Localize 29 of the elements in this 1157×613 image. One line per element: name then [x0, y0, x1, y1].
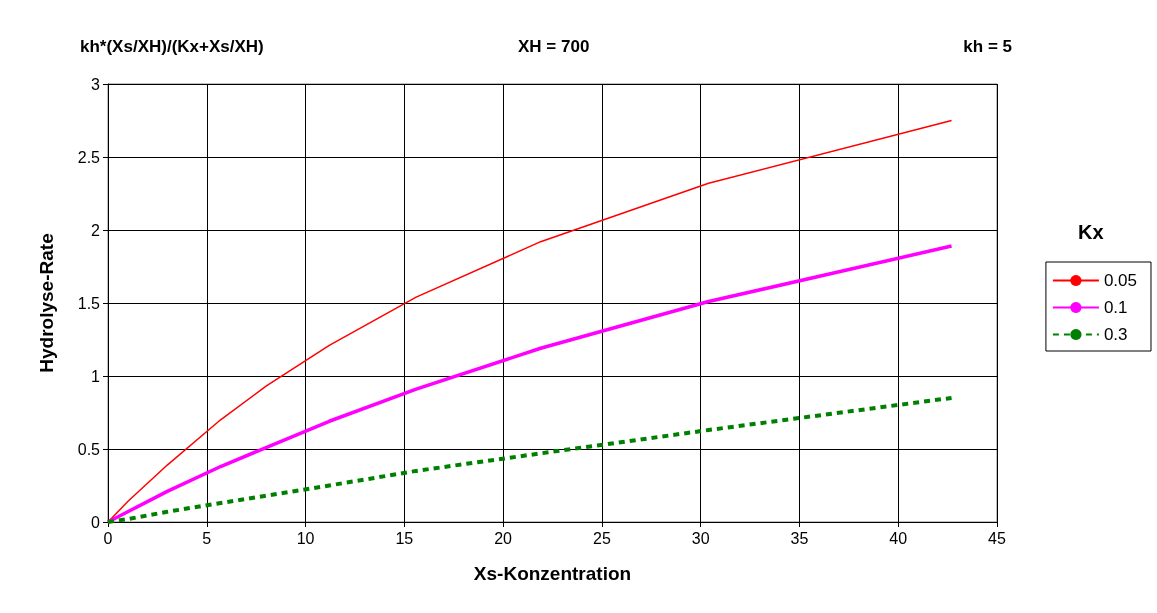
- x-tick-label: 30: [691, 529, 710, 547]
- y-axis-title: Hydrolyse-Rate: [36, 233, 57, 373]
- line-series: [107, 119, 953, 523]
- x-tick-label: 35: [790, 529, 809, 547]
- y-tick-label: 1: [91, 367, 101, 385]
- x-tick-label: 5: [202, 529, 212, 547]
- chart-title: kh*(Xs/XH)/(Kx+Xs/XH): [80, 37, 264, 56]
- legend-label: 0.1: [1103, 298, 1128, 317]
- x-tick-label: 40: [889, 529, 908, 547]
- y-tick-label: 3: [91, 75, 101, 93]
- x-tick-label: 45: [988, 529, 1006, 547]
- x-tick-label: 20: [494, 529, 513, 547]
- x-tick-label: 25: [592, 529, 611, 547]
- text: XH = 700: [518, 37, 590, 56]
- legend-label: 0.05: [1103, 271, 1138, 290]
- y-tick-label: 2.5: [77, 148, 101, 166]
- x-axis-title: Xs-Konzentration: [473, 563, 632, 584]
- y-tick-label: 2: [91, 221, 101, 239]
- x-tick-label: 0: [103, 529, 113, 547]
- y-tick-label: 0.5: [77, 440, 101, 458]
- line-series: [106, 395, 954, 524]
- legend-label: 0.3: [1103, 325, 1128, 344]
- text: kh = 5: [963, 37, 1012, 56]
- legend-title: Kx: [1078, 221, 1104, 243]
- y-tick-label: 0: [91, 513, 101, 531]
- x-tick-label: 10: [296, 529, 315, 547]
- y-tick-label: 1.5: [77, 294, 101, 312]
- x-tick-label: 15: [395, 529, 414, 547]
- line-series: [106, 244, 954, 524]
